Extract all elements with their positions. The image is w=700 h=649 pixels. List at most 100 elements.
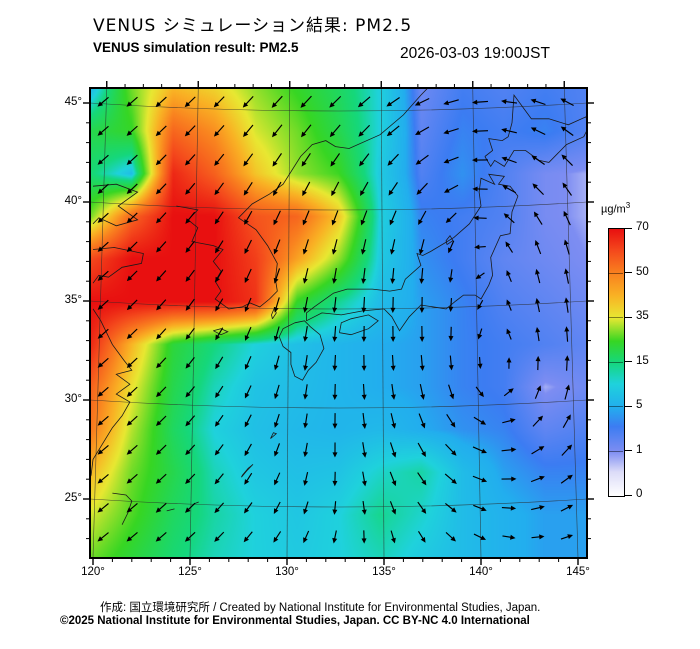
wind-arrow: [534, 240, 542, 255]
wind-arrow: [560, 504, 574, 512]
wind-arrow: [473, 416, 487, 425]
wind-arrow: [388, 182, 398, 196]
wind-arrow: [273, 181, 282, 196]
wind-arrow: [417, 472, 427, 486]
wind-arrow: [329, 95, 342, 108]
wind-arrow: [126, 502, 138, 513]
wind-arrow: [185, 269, 195, 282]
coastline-taiwan: [112, 492, 133, 525]
wind-arrow: [303, 355, 309, 371]
wind-arrow: [501, 505, 517, 511]
wind-arrow: [273, 326, 280, 342]
wind-arrow: [389, 239, 396, 255]
wind-arrow: [184, 531, 196, 542]
wind-arrow: [503, 388, 514, 397]
page-title-english: VENUS simulation result: PM2.5: [93, 40, 299, 55]
wind-arrow: [535, 326, 541, 342]
wind-arrow: [243, 124, 254, 137]
graticule-meridian: [286, 88, 291, 558]
wind-arrow: [445, 532, 456, 542]
wind-arrow: [501, 156, 517, 164]
wind-arrow: [386, 125, 400, 137]
wind-arrow: [477, 299, 484, 310]
wind-arrow: [273, 413, 280, 428]
wind-arrow: [244, 414, 252, 428]
wind-arrow: [273, 210, 281, 226]
wind-arrow: [274, 472, 281, 486]
wind-arrow: [414, 97, 430, 106]
wind-arrow: [97, 299, 109, 310]
wind-arrow: [331, 210, 339, 226]
wind-arrow: [564, 268, 570, 284]
wind-arrow: [390, 267, 396, 284]
wind-arrow: [185, 182, 196, 195]
colorbar-inline-tick: [608, 406, 623, 407]
wind-arrow: [303, 530, 310, 544]
wind-arrow: [535, 268, 541, 284]
wind-arrow: [156, 357, 167, 369]
wind-arrow: [97, 125, 109, 136]
wind-arrow: [185, 473, 196, 485]
wind-arrow: [331, 239, 338, 255]
wind-arrow: [274, 443, 281, 457]
wind-arrow: [184, 154, 196, 166]
wind-arrow: [185, 502, 196, 513]
lat-tick-label: 45°: [64, 96, 82, 108]
wind-arrow: [563, 210, 571, 226]
wind-arrow: [445, 212, 457, 224]
wind-arrow: [126, 183, 138, 195]
wind-arrow: [361, 442, 367, 458]
wind-arrow: [332, 471, 338, 487]
wind-arrow: [502, 418, 516, 424]
lon-tick-label: 140°: [469, 566, 493, 578]
wind-arrow: [331, 181, 340, 197]
wind-arrow: [244, 356, 252, 370]
wind-arrow: [389, 442, 397, 458]
wind-arrow: [361, 383, 367, 400]
graticule-meridian: [189, 88, 199, 558]
wind-arrow: [417, 530, 426, 543]
wind-arrow: [243, 182, 253, 196]
wind-arrow: [185, 415, 196, 427]
map-clipped-layer: [90, 88, 587, 558]
coastline-okinawa: [241, 464, 254, 478]
wind-arrow: [332, 296, 338, 313]
wind-arrow: [185, 298, 195, 311]
wind-arrow: [214, 531, 225, 542]
wind-arrow: [387, 153, 399, 166]
credit-line: 作成: 国立環境研究所 / Created by National Instit…: [100, 602, 541, 614]
wind-arrow: [155, 212, 167, 224]
wind-arrow: [126, 357, 138, 368]
lat-tick-label: 35°: [64, 294, 82, 306]
wind-arrow: [97, 96, 109, 107]
wind-arrow: [332, 501, 338, 515]
wind-arrow: [531, 534, 545, 540]
wind-arrow: [272, 153, 282, 167]
wind-arrow: [155, 96, 167, 107]
wind-arrow: [332, 413, 338, 429]
coastline-kyushu: [278, 320, 325, 381]
lon-tick-label: 145°: [566, 566, 590, 578]
wind-arrow: [273, 297, 280, 313]
wind-arrow: [418, 239, 425, 255]
wind-arrow: [300, 124, 312, 138]
wind-arrow: [389, 501, 397, 515]
wind-arrow: [562, 182, 572, 196]
wind-arrow: [244, 297, 252, 312]
wind-arrow: [535, 297, 541, 313]
wind-arrow: [444, 473, 457, 485]
colorbar-tick-mark: [624, 405, 632, 407]
wind-arrow: [97, 183, 109, 194]
wind-arrow: [390, 325, 396, 342]
wind-arrow: [560, 98, 574, 106]
wind-arrow: [443, 99, 459, 106]
wind-arrow: [415, 126, 430, 135]
wind-arrow: [443, 184, 459, 193]
wind-arrow: [185, 211, 196, 224]
wind-arrow: [419, 354, 425, 371]
wind-arrow: [472, 99, 489, 105]
wind-arrow: [419, 296, 425, 313]
colorbar-inline-tick: [608, 450, 623, 452]
graticule-meridian: [92, 88, 108, 558]
lon-tick-label: 130°: [275, 566, 299, 578]
